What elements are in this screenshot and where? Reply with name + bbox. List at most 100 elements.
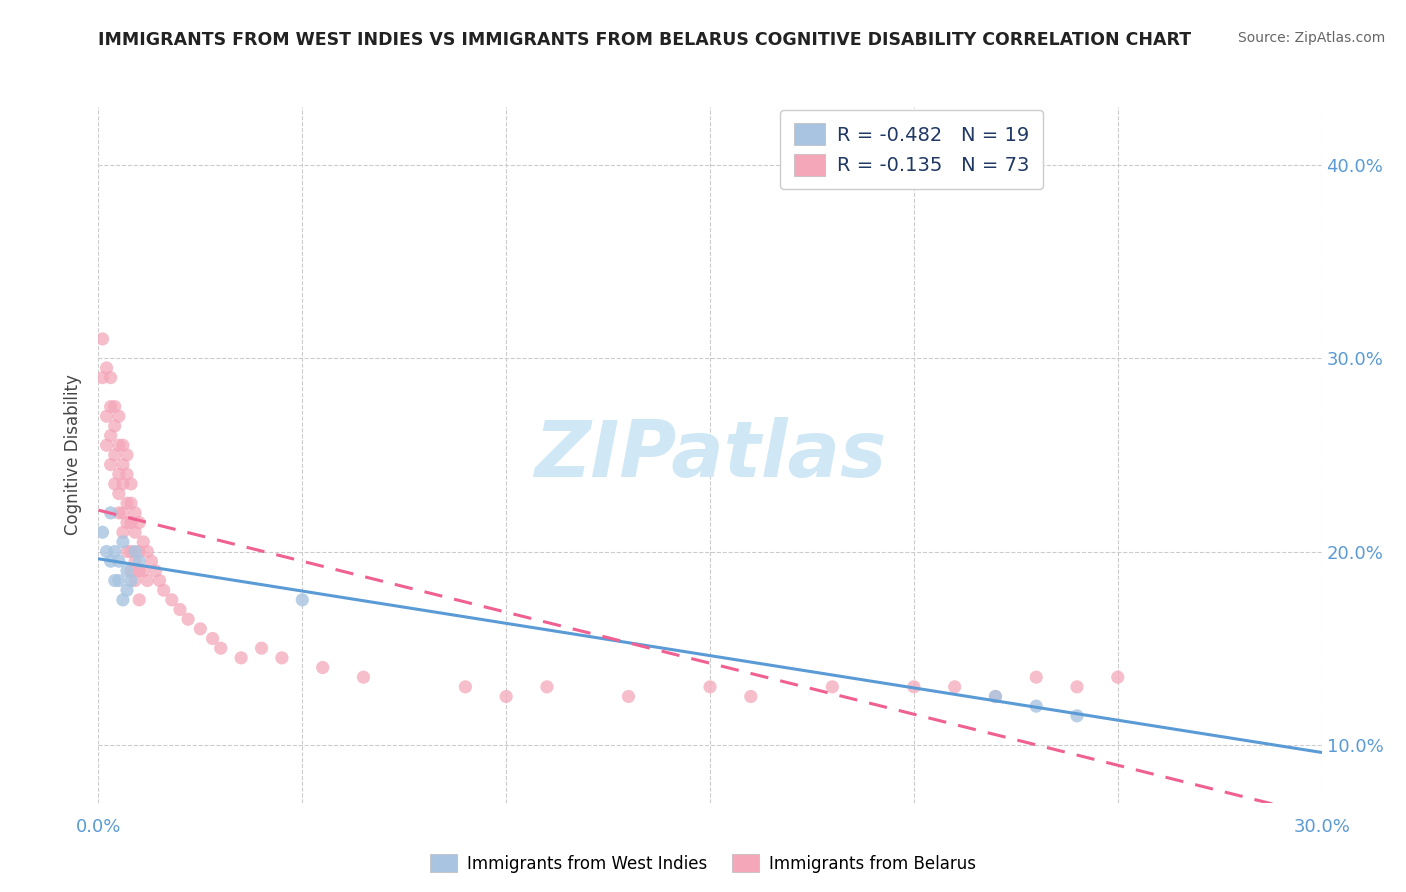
- Point: [124, 506, 146, 520]
- Point: [821, 680, 844, 694]
- Point: [740, 690, 762, 704]
- Point: [108, 554, 131, 568]
- Point: [124, 574, 146, 588]
- Point: [250, 641, 273, 656]
- Point: [96, 544, 118, 558]
- Point: [111, 506, 134, 520]
- Point: [352, 670, 374, 684]
- Point: [96, 409, 118, 424]
- Point: [1107, 670, 1129, 684]
- Point: [136, 544, 159, 558]
- Point: [120, 574, 142, 588]
- Point: [495, 690, 517, 704]
- Point: [108, 574, 131, 588]
- Text: ZIPatlas: ZIPatlas: [534, 417, 886, 493]
- Point: [128, 592, 150, 607]
- Point: [111, 592, 134, 607]
- Point: [152, 583, 174, 598]
- Point: [120, 564, 142, 578]
- Point: [903, 680, 925, 694]
- Point: [536, 680, 558, 694]
- Point: [104, 544, 127, 558]
- Point: [111, 458, 134, 472]
- Point: [96, 438, 118, 452]
- Point: [699, 680, 721, 694]
- Point: [1066, 708, 1088, 723]
- Point: [1025, 670, 1047, 684]
- Point: [111, 438, 134, 452]
- Point: [100, 370, 122, 384]
- Legend: Immigrants from West Indies, Immigrants from Belarus: Immigrants from West Indies, Immigrants …: [423, 847, 983, 880]
- Text: IMMIGRANTS FROM WEST INDIES VS IMMIGRANTS FROM BELARUS COGNITIVE DISABILITY CORR: IMMIGRANTS FROM WEST INDIES VS IMMIGRANT…: [98, 31, 1191, 49]
- Point: [141, 554, 163, 568]
- Point: [104, 400, 127, 414]
- Point: [108, 467, 131, 482]
- Text: Source: ZipAtlas.com: Source: ZipAtlas.com: [1237, 31, 1385, 45]
- Point: [91, 332, 114, 346]
- Point: [108, 409, 131, 424]
- Point: [100, 554, 122, 568]
- Point: [111, 535, 134, 549]
- Point: [149, 574, 172, 588]
- Point: [132, 564, 155, 578]
- Point: [209, 641, 232, 656]
- Point: [145, 564, 167, 578]
- Text: 0.0%: 0.0%: [76, 818, 121, 837]
- Point: [111, 525, 134, 540]
- Point: [128, 554, 150, 568]
- Point: [100, 400, 122, 414]
- Point: [104, 419, 127, 434]
- Point: [160, 592, 183, 607]
- Point: [108, 506, 131, 520]
- Point: [120, 496, 142, 510]
- Point: [108, 486, 131, 500]
- Point: [984, 690, 1007, 704]
- Point: [91, 525, 114, 540]
- Point: [270, 651, 294, 665]
- Point: [115, 496, 138, 510]
- Point: [128, 544, 150, 558]
- Point: [115, 564, 138, 578]
- Point: [124, 554, 146, 568]
- Point: [617, 690, 640, 704]
- Point: [984, 690, 1007, 704]
- Point: [124, 525, 146, 540]
- Point: [943, 680, 966, 694]
- Point: [108, 438, 131, 452]
- Point: [132, 535, 155, 549]
- Point: [1066, 680, 1088, 694]
- Point: [111, 476, 134, 491]
- Y-axis label: Cognitive Disability: Cognitive Disability: [65, 375, 83, 535]
- Point: [1025, 699, 1047, 714]
- Point: [120, 544, 142, 558]
- Point: [100, 428, 122, 442]
- Point: [128, 516, 150, 530]
- Legend: R = -0.482   N = 19, R = -0.135   N = 73: R = -0.482 N = 19, R = -0.135 N = 73: [780, 110, 1043, 189]
- Point: [291, 592, 314, 607]
- Point: [100, 506, 122, 520]
- Point: [91, 370, 114, 384]
- Point: [100, 458, 122, 472]
- Point: [115, 583, 138, 598]
- Point: [115, 467, 138, 482]
- Point: [124, 544, 146, 558]
- Point: [120, 516, 142, 530]
- Point: [104, 476, 127, 491]
- Point: [115, 544, 138, 558]
- Point: [201, 632, 224, 646]
- Point: [169, 602, 191, 616]
- Point: [96, 361, 118, 376]
- Point: [231, 651, 253, 665]
- Point: [454, 680, 477, 694]
- Point: [104, 448, 127, 462]
- Point: [120, 476, 142, 491]
- Point: [128, 564, 150, 578]
- Point: [188, 622, 212, 636]
- Text: 30.0%: 30.0%: [1294, 818, 1350, 837]
- Point: [312, 660, 335, 674]
- Point: [115, 516, 138, 530]
- Point: [136, 574, 159, 588]
- Point: [115, 448, 138, 462]
- Point: [104, 574, 127, 588]
- Point: [177, 612, 200, 626]
